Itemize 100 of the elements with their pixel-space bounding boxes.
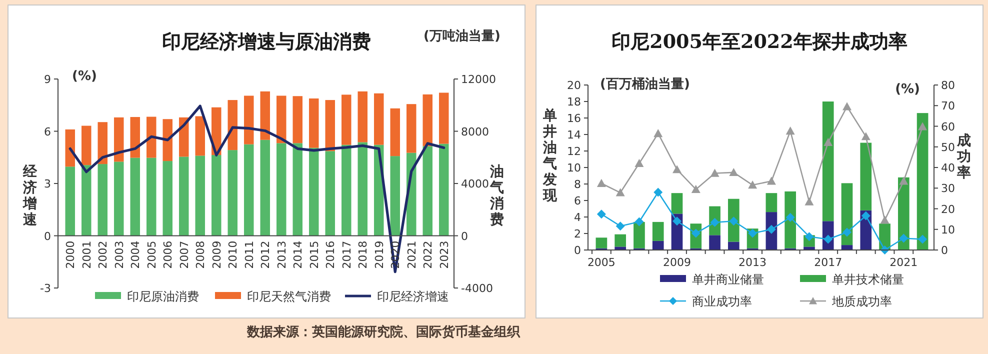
y2-tick-label: 0 xyxy=(941,244,948,257)
bar xyxy=(671,193,683,214)
y2-tick-label: 70 xyxy=(941,100,955,113)
annotation: (百万桶油当量) xyxy=(600,77,690,92)
x-tick-label: 2018 xyxy=(356,240,370,269)
x-tick-label: 2005 xyxy=(587,256,616,269)
bar xyxy=(195,156,205,236)
x-tick-label: 2004 xyxy=(129,240,142,269)
y2-tick-label: 60 xyxy=(941,120,955,134)
bar xyxy=(784,191,796,248)
legend-label: 商业成功率 xyxy=(692,294,752,308)
y-tick-label: 16 xyxy=(567,112,581,125)
x-tick-label: 2016 xyxy=(324,240,338,269)
bar xyxy=(596,238,608,248)
point xyxy=(842,102,852,110)
bar xyxy=(179,156,189,236)
point xyxy=(729,168,738,176)
point xyxy=(596,178,606,187)
x-tick-label: 2017 xyxy=(340,240,354,269)
bar xyxy=(195,116,205,156)
x-tick-label: 2000 xyxy=(64,240,78,269)
annotation: (%) xyxy=(72,69,97,84)
point xyxy=(748,180,758,189)
bar xyxy=(114,162,124,236)
bar xyxy=(65,129,75,167)
x-tick-label: 2020 xyxy=(389,240,402,269)
bar xyxy=(130,158,140,236)
x-tick-label: 2019 xyxy=(372,240,386,269)
point xyxy=(918,234,928,244)
x-tick-label: 2012 xyxy=(259,240,272,269)
y2-tick-label: 30 xyxy=(941,182,955,196)
x-tick-label: 2005 xyxy=(145,240,158,269)
y2-tick-label: 10 xyxy=(941,223,955,236)
x-tick-label: 2008 xyxy=(194,240,208,269)
bar xyxy=(390,156,400,236)
bar xyxy=(374,93,384,145)
legend-label: 印尼天然气消费 xyxy=(247,290,331,304)
bar xyxy=(325,100,335,152)
y2-axis-title: 成功率 xyxy=(956,133,971,181)
x-tick-label: 2009 xyxy=(210,240,224,269)
bar xyxy=(614,234,626,247)
point xyxy=(766,176,776,185)
x-tick-label: 2001 xyxy=(80,240,94,269)
x-tick-label: 2007 xyxy=(178,240,191,269)
point xyxy=(899,234,908,243)
bar xyxy=(358,91,368,142)
bar xyxy=(82,165,92,236)
text: (万吨油当量) xyxy=(424,29,500,44)
x-tick-label: 2021 xyxy=(405,240,418,269)
y2-tick-label: 8000 xyxy=(461,125,489,138)
bar xyxy=(804,246,815,250)
bar xyxy=(309,148,319,236)
bar xyxy=(114,117,124,162)
y-tick-label: 6 xyxy=(574,194,581,208)
bar xyxy=(162,161,172,236)
x-tick-label: 2003 xyxy=(112,240,126,269)
bar xyxy=(422,94,432,146)
y-tick-label: 10 xyxy=(567,162,581,174)
y2-tick-label: 4000 xyxy=(461,178,489,190)
point xyxy=(861,211,870,220)
x-tick-label: 2017 xyxy=(814,256,842,269)
y2-tick-label: 20 xyxy=(941,202,955,216)
legend-label: 地质成功率 xyxy=(831,294,892,308)
point xyxy=(634,217,644,226)
y-tick-label: 2 xyxy=(574,228,581,240)
source-note: 数据来源：英国能源研究院、国际货币基金组织 xyxy=(246,324,521,340)
bar xyxy=(406,104,416,153)
point xyxy=(748,228,758,238)
bar xyxy=(146,116,156,158)
bar xyxy=(652,222,664,241)
y-tick-label: 14 xyxy=(567,128,581,142)
bar xyxy=(260,140,270,236)
y-axis-title: 经济增速 xyxy=(22,164,38,228)
point xyxy=(861,132,870,140)
bar xyxy=(162,119,172,162)
bar xyxy=(439,144,449,236)
y2-tick-label: 12000 xyxy=(461,73,496,86)
point xyxy=(691,184,700,193)
y-tick-label: 4 xyxy=(574,211,581,224)
annotation: (%) xyxy=(895,82,920,97)
x-tick-label: 2009 xyxy=(663,256,691,269)
y-tick-label: 20 xyxy=(567,79,581,92)
bar xyxy=(390,108,400,156)
bar xyxy=(212,155,222,236)
point xyxy=(786,212,795,222)
y2-tick-label: 50 xyxy=(941,140,955,154)
bar xyxy=(130,117,140,158)
y-tick-label: -3 xyxy=(40,282,51,295)
x-tick-label: 2011 xyxy=(242,240,256,269)
y-tick-label: 3 xyxy=(44,178,51,190)
bar xyxy=(614,246,626,250)
point xyxy=(672,216,682,226)
legend-label: 印尼原油消费 xyxy=(127,290,199,304)
bar xyxy=(728,198,740,242)
bar xyxy=(228,150,238,236)
bar xyxy=(439,92,449,144)
chart-title: 印尼2005年至2022年探井成功率 xyxy=(612,31,908,53)
bar xyxy=(244,144,254,236)
y-tick-label: 9 xyxy=(44,73,51,86)
bar xyxy=(228,100,238,150)
